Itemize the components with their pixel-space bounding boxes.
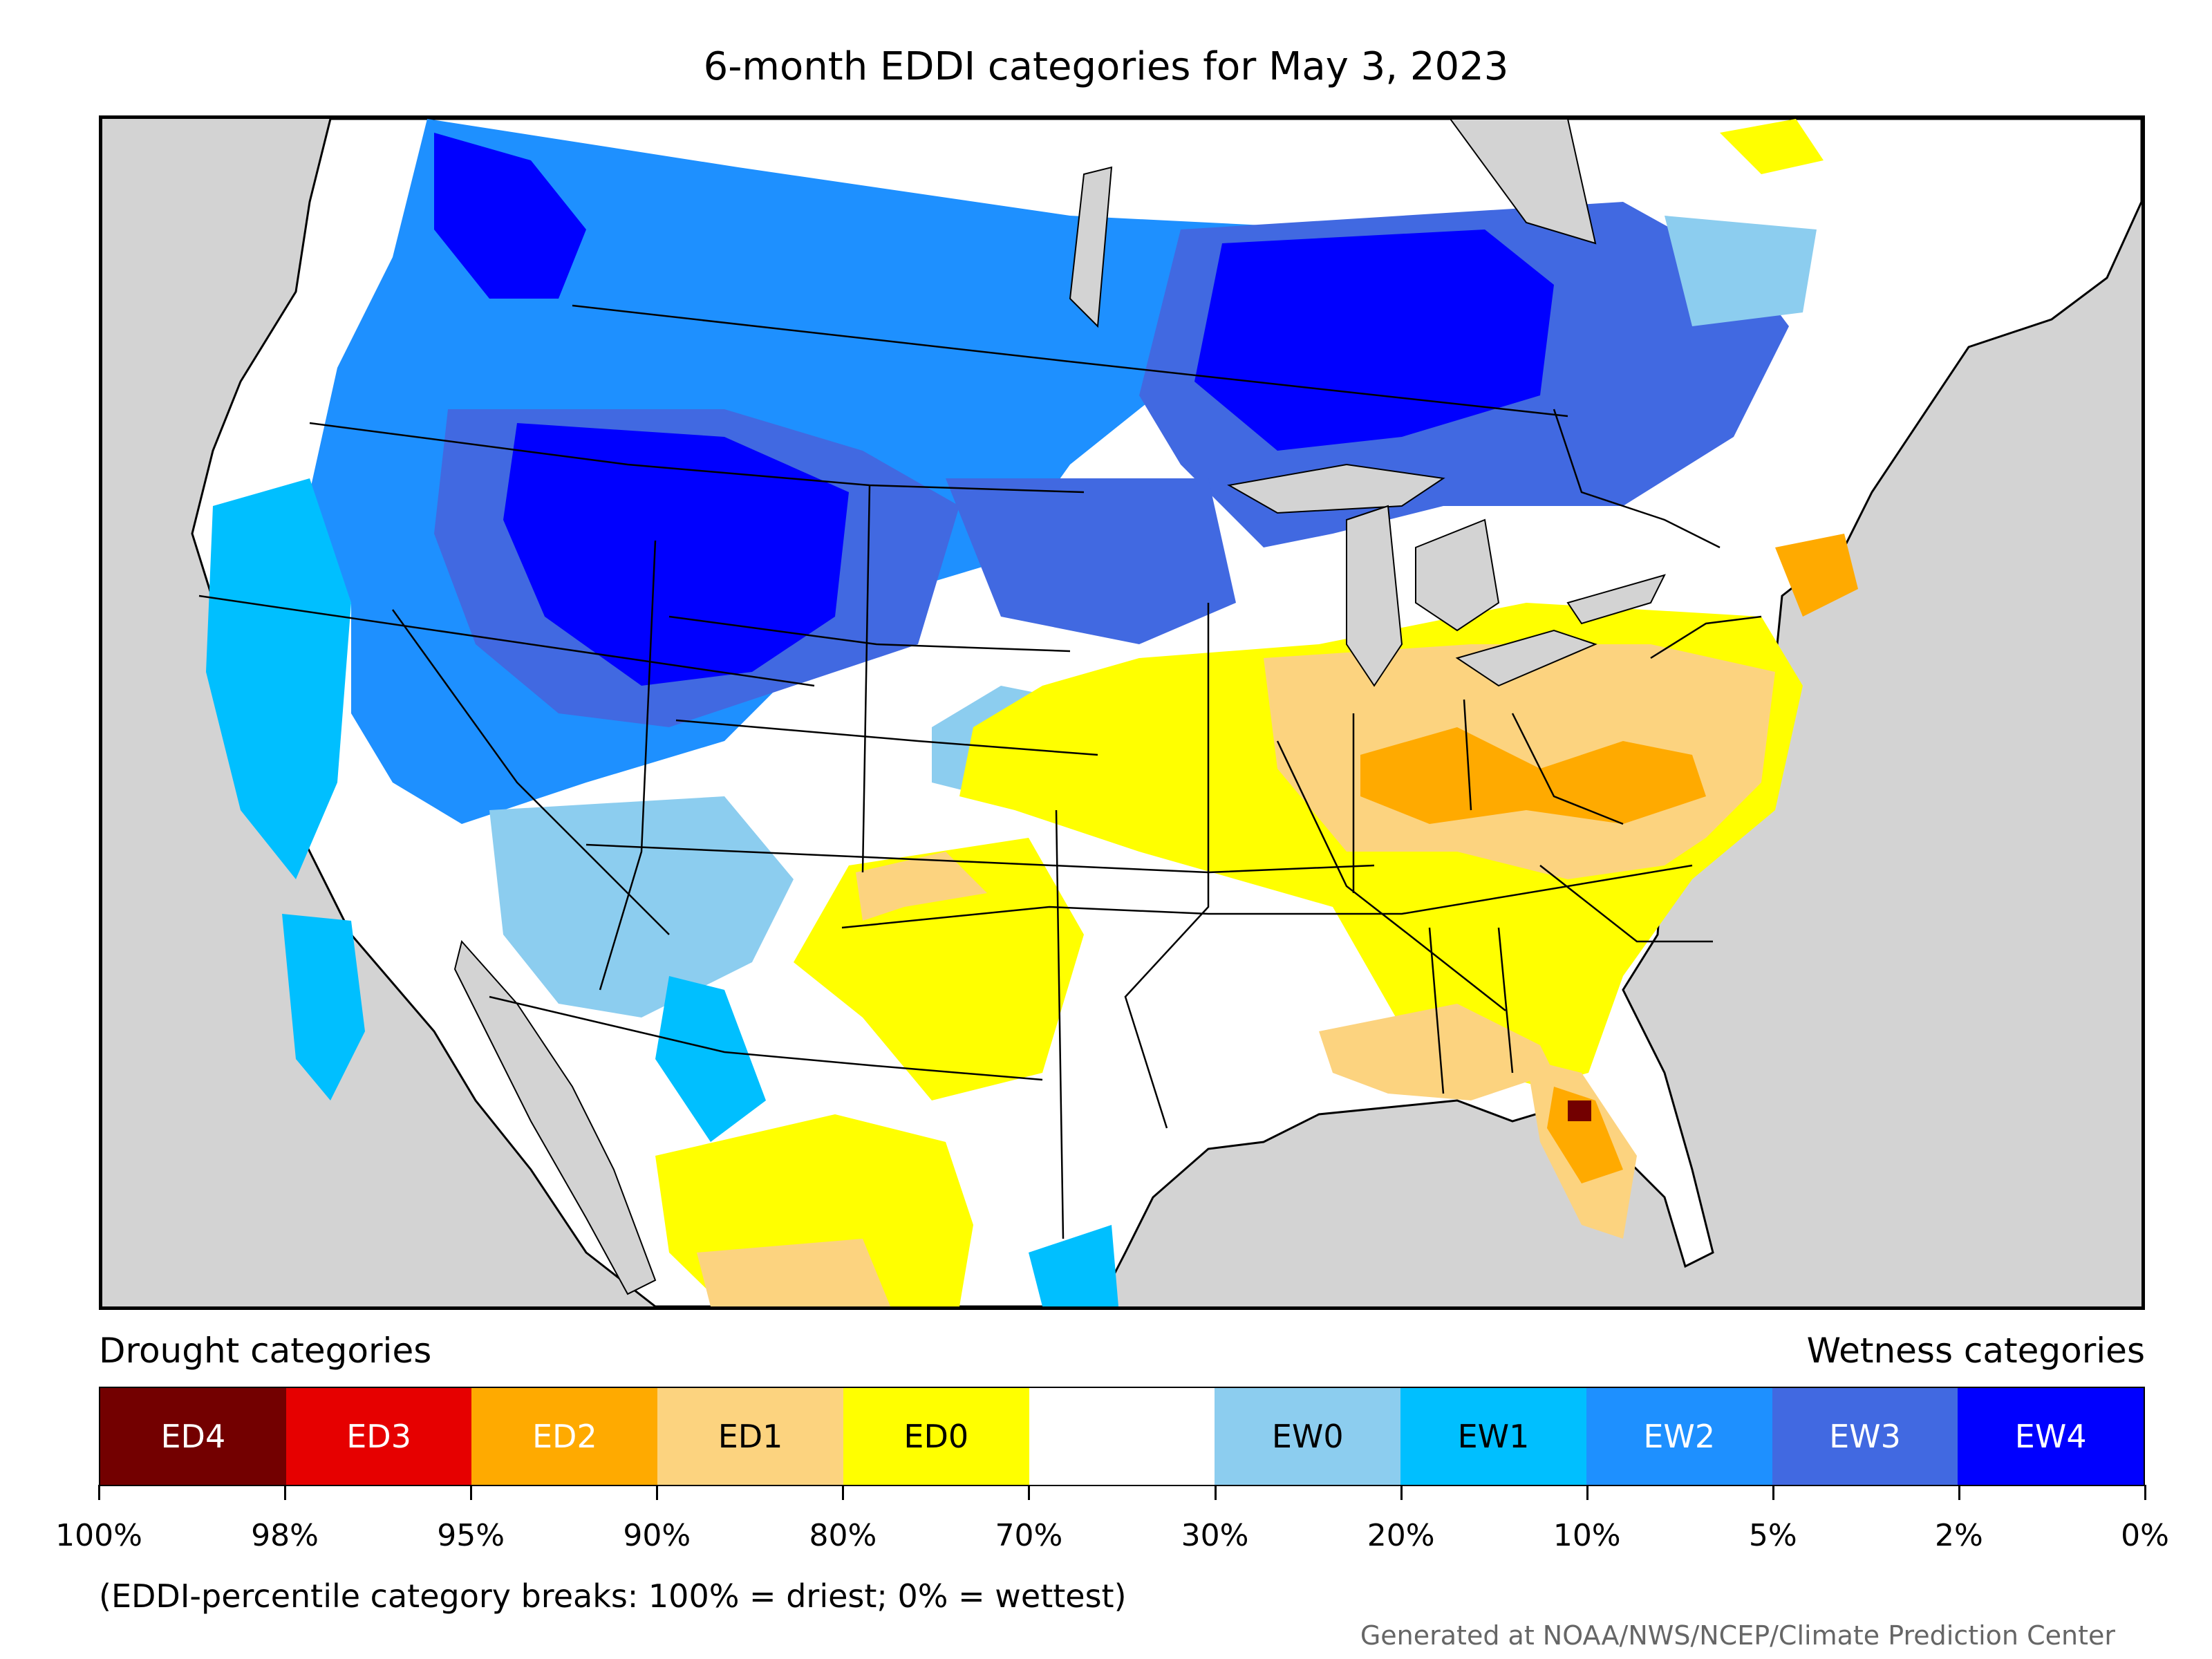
colorbar-tick <box>2144 1485 2146 1500</box>
colorbar-tick <box>1400 1485 1403 1500</box>
colorbar-tick <box>1586 1485 1588 1500</box>
drought-categories-label: Drought categories <box>99 1331 432 1371</box>
colorbar-tick <box>470 1485 473 1500</box>
category-box-ed4: ED4 <box>100 1388 286 1485</box>
colorbar-tick <box>1214 1485 1217 1500</box>
category-box-ed2: ED2 <box>471 1388 658 1485</box>
lakes <box>1069 119 1666 687</box>
category-box-ew3: EW3 <box>1772 1388 1958 1485</box>
category-box-ed3: ED3 <box>285 1388 472 1485</box>
colorbar-tick <box>656 1485 659 1500</box>
category-box-normal <box>1029 1388 1215 1485</box>
colorbar-tick-label: 20% <box>1367 1518 1435 1553</box>
map-title: 6-month EDDI categories for May 3, 2023 <box>703 44 1509 89</box>
colorbar-tick <box>98 1485 100 1500</box>
colorbar-tick-label: 30% <box>1181 1518 1249 1553</box>
colorbar-tick-label: 80% <box>809 1518 877 1553</box>
colorbar-tick-label: 98% <box>251 1518 319 1553</box>
colorbar-tick-label: 100% <box>55 1518 142 1553</box>
colorbar-tick-label: 5% <box>1748 1518 1797 1553</box>
category-colorbar: ED4 ED3 ED2 ED1 ED0 EW0 EW1 EW2 EW3 EW4 <box>99 1387 2145 1486</box>
category-breaks-note: (EDDI-percentile category breaks: 100% =… <box>99 1577 1127 1615</box>
colorbar-tick <box>1028 1485 1031 1500</box>
colorbar-tick-label: 95% <box>437 1518 505 1553</box>
category-box-ed0: ED0 <box>843 1388 1029 1485</box>
ed4-spot <box>1568 1100 1591 1121</box>
eddi-map <box>99 115 2145 1310</box>
colorbar-tick <box>284 1485 287 1500</box>
wetness-categories-label: Wetness categories <box>1806 1331 2145 1371</box>
colorbar-tick <box>1772 1485 1774 1500</box>
colorbar-tick-label: 90% <box>623 1518 691 1553</box>
category-box-ew2: EW2 <box>1586 1388 1772 1485</box>
colorbar-tick <box>842 1485 845 1500</box>
gulf-of-california <box>453 939 657 1295</box>
category-box-ed1: ED1 <box>657 1388 843 1485</box>
colorbar-tick-label: 0% <box>2121 1518 2169 1553</box>
category-box-ew4: EW4 <box>1958 1388 2144 1485</box>
category-box-ew1: EW1 <box>1400 1388 1586 1485</box>
colorbar-ticks <box>98 1485 2146 1500</box>
colorbar-tick-label: 2% <box>1935 1518 1983 1553</box>
credit-line: Generated at NOAA/NWS/NCEP/Climate Predi… <box>1360 1620 2115 1651</box>
drought-regions <box>655 119 1858 1306</box>
colorbar-tick-label: 10% <box>1553 1518 1621 1553</box>
colorbar-tick <box>1958 1485 1960 1500</box>
state-borders <box>198 304 1762 1239</box>
category-box-ew0: EW0 <box>1215 1388 1401 1485</box>
colorbar-tick-label: 70% <box>995 1518 1063 1553</box>
